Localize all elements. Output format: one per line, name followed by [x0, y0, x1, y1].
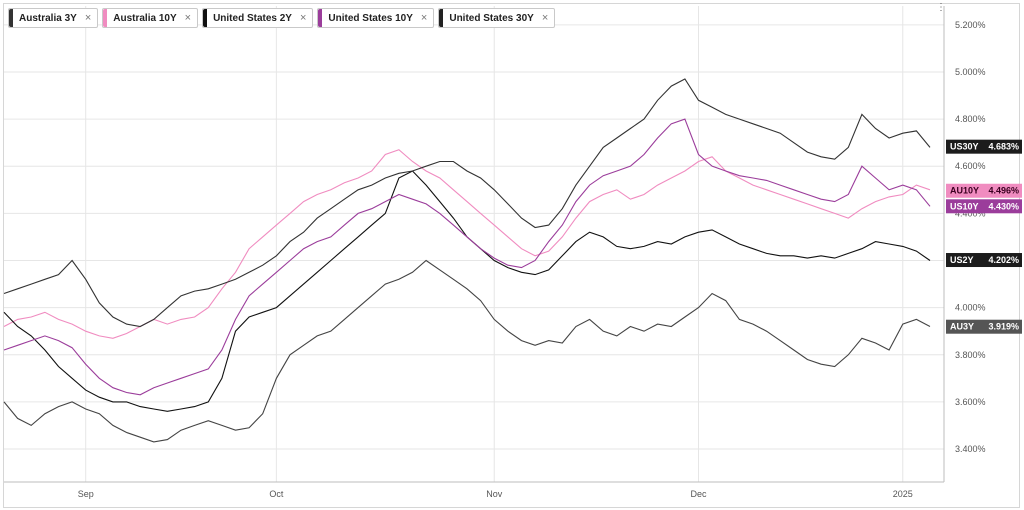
chart-menu-icon[interactable]: ⋮	[936, 2, 946, 13]
remove-series-icon[interactable]: ×	[420, 12, 428, 24]
value-badge	[946, 199, 1022, 214]
y-tick-label: 3.400%	[955, 444, 986, 454]
value-badge-value: 3.919%	[988, 322, 1019, 332]
value-badge-ticker: US30Y	[950, 142, 979, 152]
value-badge-ticker: US10Y	[950, 201, 979, 211]
value-badge	[946, 253, 1022, 268]
y-tick-label: 4.600%	[955, 161, 986, 171]
value-badge-value: 4.202%	[988, 255, 1019, 265]
value-badge-ticker: US2Y	[950, 255, 974, 265]
y-tick-label: 5.200%	[955, 20, 986, 30]
value-badge	[946, 139, 1022, 154]
legend-label: United States 10Y	[328, 12, 413, 24]
y-tick-label: 3.800%	[955, 350, 986, 360]
series-line	[3, 78, 931, 328]
legend-chip[interactable]: United States 10Y ×	[317, 8, 435, 28]
legend-label: United States 30Y	[449, 12, 534, 24]
series-line	[3, 170, 931, 412]
remove-series-icon[interactable]: ×	[184, 12, 192, 24]
y-tick-label: 5.000%	[955, 67, 986, 77]
y-tick-label: 3.600%	[955, 397, 986, 407]
value-badge	[946, 319, 1022, 334]
remove-series-icon[interactable]: ×	[541, 12, 549, 24]
value-badge-ticker: AU10Y	[950, 186, 979, 196]
series-line	[3, 259, 931, 443]
y-tick-label: 4.800%	[955, 114, 986, 124]
x-tick-label: Sep	[78, 489, 94, 499]
legend-label: Australia 10Y	[113, 12, 177, 24]
legend-chip[interactable]: United States 2Y ×	[202, 8, 314, 28]
y-tick-label: 4.000%	[955, 303, 986, 313]
x-tick-label: Nov	[486, 489, 503, 499]
remove-series-icon[interactable]: ×	[84, 12, 92, 24]
y-tick-label: 4.400%	[955, 208, 986, 218]
legend-label: United States 2Y	[213, 12, 292, 24]
value-badge-value: 4.496%	[988, 186, 1019, 196]
legend-swatch	[203, 9, 208, 27]
legend-swatch	[439, 9, 444, 27]
value-badge-ticker: AU3Y	[950, 322, 974, 332]
legend-swatch	[103, 9, 108, 27]
legend-chip[interactable]: United States 30Y ×	[438, 8, 556, 28]
chart-frame	[3, 3, 1020, 508]
value-badge-value: 4.683%	[988, 142, 1019, 152]
value-badge	[946, 183, 1022, 198]
x-tick-label: Oct	[269, 489, 284, 499]
x-tick-label: Dec	[690, 489, 707, 499]
value-badge-value: 4.430%	[988, 201, 1019, 211]
legend-label: Australia 3Y	[19, 12, 77, 24]
legend-swatch	[318, 9, 323, 27]
legend-chip[interactable]: Australia 3Y ×	[8, 8, 99, 28]
series-line	[3, 118, 931, 396]
legend: Australia 3Y × Australia 10Y × United States…	[8, 8, 556, 28]
legend-swatch	[9, 9, 13, 27]
legend-chip[interactable]: Australia 10Y ×	[102, 8, 199, 28]
series-line	[3, 149, 931, 339]
x-tick-label: 2025	[893, 489, 913, 499]
remove-series-icon[interactable]: ×	[299, 12, 307, 24]
